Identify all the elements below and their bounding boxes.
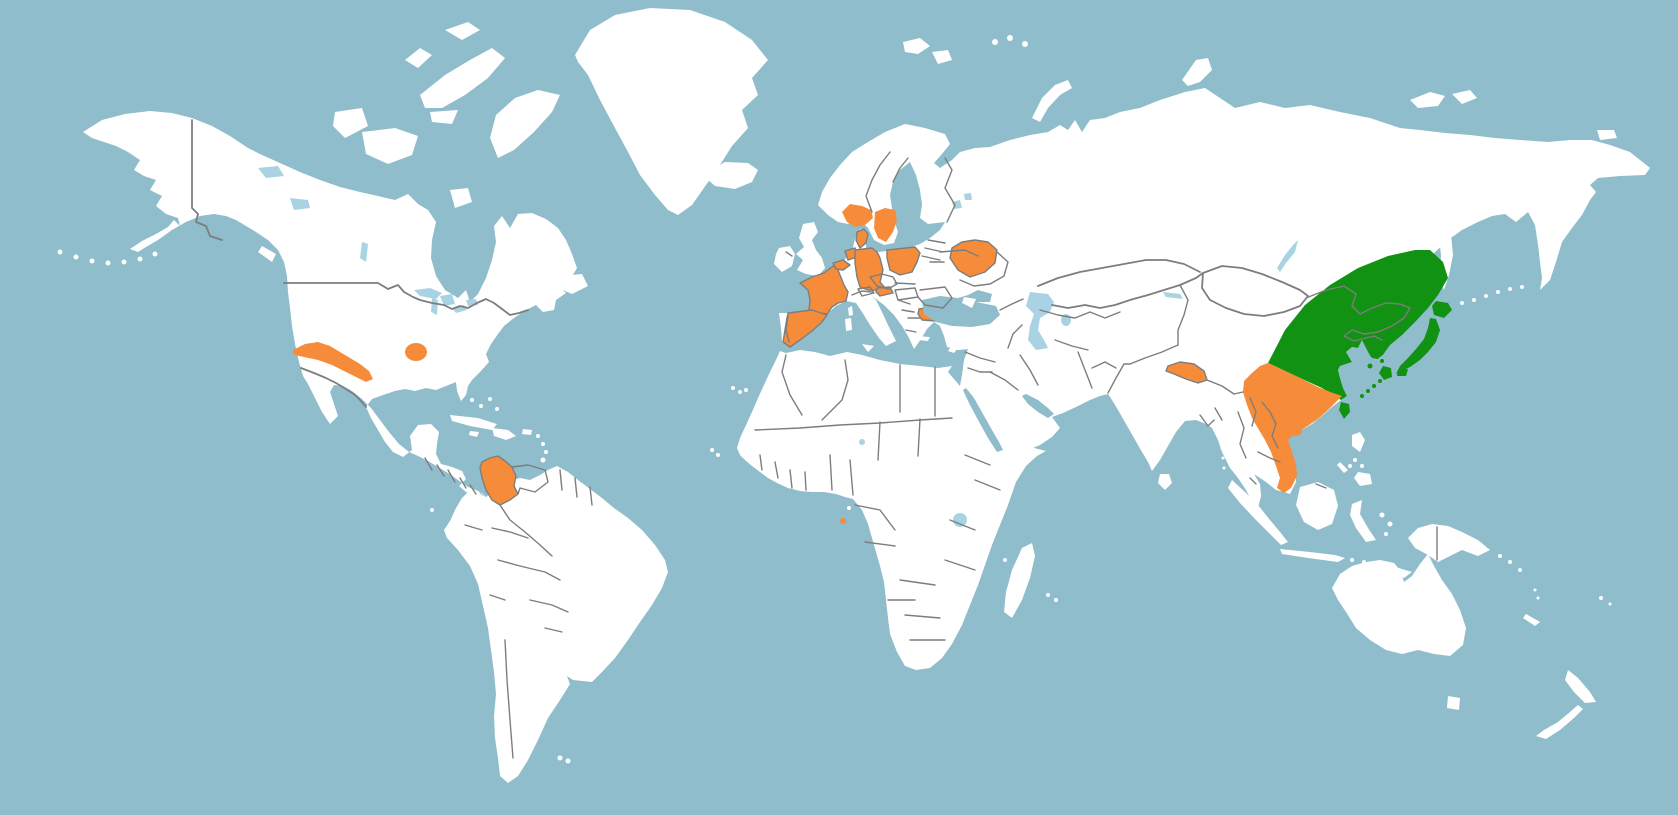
lake-onega [964, 193, 972, 200]
green-range-jeju [1367, 363, 1373, 369]
lake-winnipeg [360, 242, 368, 262]
borders-south-america [464, 464, 593, 759]
orange-range-hainan [1290, 426, 1302, 436]
borders-east-asia [1199, 265, 1411, 427]
lake-great-bear [258, 166, 284, 178]
borders-europe [785, 151, 1009, 343]
island-greenland [575, 8, 768, 215]
orange-range-nepal [1165, 361, 1208, 384]
islands-indian-ocean [1003, 558, 1058, 602]
lake-balkhash [1163, 292, 1183, 299]
borders-southeast-asia [1237, 397, 1438, 561]
green-range-honshu [1396, 318, 1440, 374]
orange-range-poland [886, 246, 921, 276]
borders-middle-east-central-asia [964, 259, 1204, 394]
orange-range-us-central-spot [405, 343, 427, 361]
lake-victoria [953, 513, 967, 527]
border-alaska-canada [191, 119, 223, 241]
green-range-tsushima [1380, 359, 1384, 363]
lake-michigan [431, 298, 438, 315]
lakes-and-seas [258, 166, 1298, 527]
islands-andaman [1220, 446, 1226, 470]
island-newfoundland [558, 274, 588, 294]
orange-range-us-southwest [293, 342, 373, 382]
country-borders [191, 119, 1438, 759]
islands-atlantic [710, 386, 851, 510]
island-great-britain [796, 222, 825, 276]
islands-caribbean [450, 397, 548, 463]
borders-central-america [424, 457, 477, 495]
green-range-ryukyus [1360, 379, 1382, 398]
peninsula-crimea [962, 297, 976, 308]
lake-great-slave [290, 198, 310, 210]
green-range-kyushu [1379, 366, 1392, 380]
orange-range-ukraine-west [949, 239, 998, 278]
green-range-shikoku [1397, 369, 1408, 376]
orange-range-france [799, 265, 849, 315]
lake-chad [859, 439, 865, 445]
orange-range-spain [782, 309, 828, 348]
island-sri-lanka [1158, 474, 1172, 490]
islands-melanesia [1498, 554, 1612, 626]
islands-arctic-russia [903, 35, 1617, 140]
islands-south-atlantic [430, 508, 571, 764]
islands-aleutians [57, 249, 158, 266]
green-range-northeast-asia [1268, 250, 1448, 400]
green-range-taiwan [1339, 402, 1350, 419]
landmass-australia [1332, 554, 1466, 656]
orange-range-denmark [855, 228, 869, 249]
lake-superior [414, 288, 442, 299]
borders-africa [754, 354, 1001, 641]
landmass-north-america [83, 111, 577, 497]
lake-baikal [1277, 240, 1298, 272]
lake-huron [440, 294, 455, 306]
island-madagascar [1004, 543, 1035, 618]
island-new-guinea [1408, 524, 1490, 562]
island-iceland [706, 162, 758, 189]
island-vancouver [258, 246, 276, 262]
border-us-mexico [300, 367, 367, 408]
sea-black [922, 290, 1000, 327]
border-us-canada [283, 282, 529, 316]
green-range-hokkaido [1432, 301, 1452, 318]
sea-caspian [1026, 292, 1054, 350]
orange-range-norway-south [842, 204, 873, 227]
orange-range-sao-tome [840, 518, 846, 524]
gulf-persian [1022, 394, 1054, 418]
orange-range-sweden-south [874, 208, 897, 242]
islands-kuril [1460, 285, 1524, 305]
islands-new-zealand [1536, 670, 1596, 739]
island-ireland [774, 246, 795, 272]
sea-red [963, 388, 1003, 452]
island-tasmania [1447, 696, 1460, 710]
landmass-south-america [444, 466, 668, 783]
islands-canadian-arctic [333, 22, 560, 208]
islands-mediterranean [845, 306, 958, 353]
